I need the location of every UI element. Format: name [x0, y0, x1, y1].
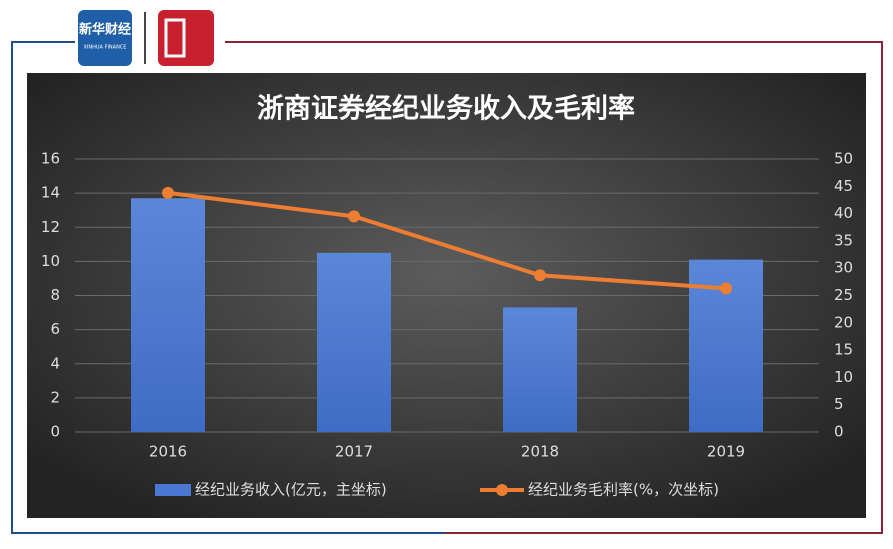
frame-left [11, 41, 445, 534]
y-tick-label: 6 [50, 320, 60, 338]
legend-label: 经纪业务毛利率(%，次坐标) [528, 481, 719, 499]
y2-tick-label: 25 [834, 286, 853, 304]
y-tick-label: 10 [41, 252, 60, 270]
bar [131, 198, 205, 432]
logo-xinhua [78, 10, 132, 66]
point [162, 186, 174, 199]
y-tick-label: 16 [41, 150, 60, 168]
y2-tick-label: 35 [834, 231, 853, 249]
legend-label: 经纪业务收入(亿元，主坐标) [195, 481, 387, 499]
y2-tick-label: 10 [834, 368, 853, 386]
line [167, 190, 727, 291]
y-tick-label: 4 [50, 354, 60, 372]
y-tick-label: 2 [50, 388, 60, 406]
logo-text: 新华财经 [79, 22, 131, 38]
bar [503, 307, 577, 432]
y-tick-label: 8 [50, 286, 60, 304]
chart-title: 浙商证券经纪业务收入及毛利率 [257, 93, 635, 125]
point [348, 210, 360, 223]
y2-tick-label: 40 [834, 204, 853, 222]
y-tick-label: 0 [50, 423, 60, 441]
y2-tick-label: 5 [834, 395, 844, 413]
y2-tick-label: 20 [834, 313, 853, 331]
legend-swatch [496, 484, 508, 496]
y2-tick-label: 30 [834, 259, 853, 277]
x-tick-label: 2016 [149, 443, 187, 461]
y2-tick-label: 15 [834, 341, 853, 359]
y2-tick-label: 45 [834, 177, 853, 195]
logo-text-en: XINHUA FINANCE [84, 45, 127, 51]
point [534, 269, 546, 282]
x-tick-label: 2017 [335, 443, 373, 461]
y2-tick-label: 0 [834, 423, 844, 441]
legend-swatch [155, 484, 191, 496]
y-tick-label: 14 [41, 184, 60, 202]
point [720, 282, 732, 295]
y2-tick-label: 50 [834, 150, 853, 168]
logo-icon [164, 18, 186, 58]
x-tick-label: 2019 [707, 443, 745, 461]
y-tick-label: 12 [41, 218, 60, 236]
logo-cover [158, 10, 214, 66]
x-tick-label: 2018 [521, 443, 559, 461]
frame-right [225, 41, 883, 534]
bar [317, 252, 391, 432]
